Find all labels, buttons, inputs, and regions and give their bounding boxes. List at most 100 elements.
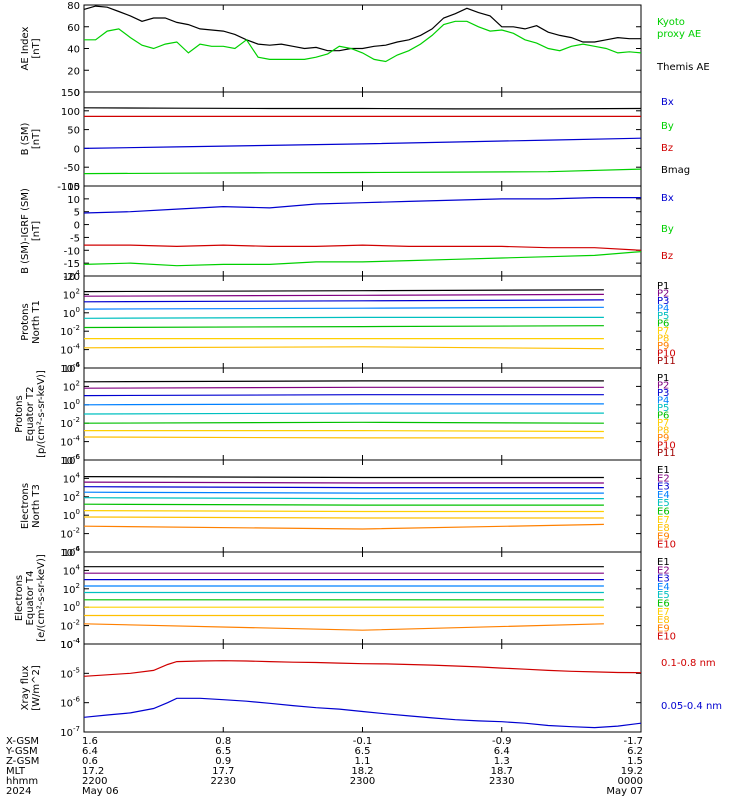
- x-axis-value: 1.3: [494, 756, 510, 767]
- y-tick-label: 10-5: [60, 666, 80, 680]
- legend-label: E6: [657, 507, 670, 518]
- series-line-p5: [83, 412, 604, 415]
- legend-label: E5: [657, 590, 670, 601]
- y-tick-label: 10-4: [60, 637, 80, 651]
- y-tick-label: 104: [63, 563, 81, 577]
- legend-label: P4: [657, 396, 669, 407]
- series-line-e4: [83, 491, 604, 494]
- series-line-e1: [83, 476, 604, 479]
- legend-label: E5: [657, 498, 670, 509]
- x-axis-value: 6.4: [82, 746, 98, 757]
- y-tick-label: 10-2: [60, 324, 80, 338]
- legend-label: P3: [657, 296, 669, 307]
- panel-7: 10-4 10-2 100 102 104 106 Electrons Equator T4[…: [14, 545, 676, 651]
- legend-label: E4: [657, 490, 670, 501]
- y-tick-label: -15: [64, 259, 80, 270]
- legend-label: E10: [657, 632, 676, 643]
- x-axis-row-label: hhmm: [6, 776, 38, 787]
- series-line-p8: [83, 346, 604, 350]
- x-axis-value: 1.1: [355, 756, 371, 767]
- legend-label: P9: [657, 433, 669, 444]
- series-line-e6: [83, 503, 604, 506]
- y-tick-label: 80: [67, 1, 80, 12]
- legend-label: P7: [657, 326, 669, 337]
- legend-label: P1: [657, 281, 669, 292]
- y-axis-label: North T3: [31, 484, 42, 528]
- series-line-p3: [83, 394, 604, 397]
- y-tick-label: 10-7: [60, 725, 80, 739]
- y-tick-label: 60: [67, 23, 80, 34]
- legend-label: E7: [657, 515, 670, 526]
- y-axis-label: [nT]: [31, 129, 42, 149]
- y-tick-label: 10-4: [60, 435, 80, 449]
- x-axis-value: 18.2: [351, 766, 373, 777]
- y-tick-label: 10-2: [60, 527, 80, 541]
- series-line-p3: [83, 299, 604, 303]
- series-line-p4: [83, 403, 604, 406]
- legend-label: E3: [657, 574, 670, 585]
- x-axis-value: 0.6: [82, 756, 98, 767]
- y-tick-label: 100: [63, 306, 80, 320]
- legend-label: P3: [657, 388, 669, 399]
- legend-label: E3: [657, 482, 670, 493]
- legend-label: Bz: [661, 143, 673, 154]
- x-axis-value: -1.7: [623, 736, 643, 747]
- x-axis-value: 6.4: [494, 746, 510, 757]
- x-axis-value: 2330: [489, 776, 514, 787]
- legend-label: By: [661, 121, 674, 132]
- legend-label: P8: [657, 426, 669, 437]
- series-line-bz: [84, 244, 642, 251]
- x-axis-row-label: Y-GSM: [5, 746, 38, 757]
- y-tick-label: 10-4: [60, 343, 80, 357]
- y-axis-label: Protons: [14, 395, 25, 432]
- x-axis-row-label: MLT: [6, 766, 26, 777]
- x-axis-value: 2200: [82, 776, 107, 787]
- x-axis-value: 1.5: [627, 756, 643, 767]
- legend-label: By: [661, 224, 674, 235]
- y-axis-label: Equator T2: [25, 387, 36, 442]
- x-axis-value: 19.2: [621, 766, 643, 777]
- panel-8: 10-7 10-6 10-5 10-4 Xray flux [W/m^2] 0.1-0.8 …: [20, 637, 722, 739]
- series-line-e3: [83, 486, 604, 489]
- legend-label: P9: [657, 341, 669, 352]
- y-tick-label: 100: [61, 107, 80, 118]
- legend-label: Kyoto: [657, 17, 685, 28]
- y-tick-label: 10-6: [60, 696, 80, 710]
- y-axis-label: Equator T4: [25, 571, 36, 626]
- legend-label: P5: [657, 403, 669, 414]
- y-tick-label: 0: [74, 88, 80, 99]
- legend-label: P10: [657, 349, 676, 360]
- series-line-kyoto-proxy-ae: [84, 20, 642, 63]
- x-axis-row-label: Z-GSM: [6, 756, 39, 767]
- y-tick-label: -10: [64, 246, 80, 257]
- series-line-by: [83, 168, 642, 175]
- legend-label: E7: [657, 607, 670, 618]
- y-tick-label: 100: [63, 600, 80, 614]
- legend-label: Bz: [661, 251, 673, 262]
- series-line-p1: [83, 289, 604, 293]
- y-tick-label: 102: [63, 490, 80, 504]
- legend-label: E1: [657, 557, 670, 568]
- legend-label: P4: [657, 304, 669, 315]
- series-line-p8: [83, 436, 604, 439]
- y-tick-label: 10-6: [60, 453, 80, 467]
- y-tick-label: -50: [64, 163, 80, 174]
- x-axis-value: 0000: [618, 776, 643, 787]
- legend-label: E2: [657, 473, 670, 484]
- legend-label: E8: [657, 523, 670, 534]
- legend-label: E1: [657, 465, 670, 476]
- y-tick-label: 10-2: [60, 619, 80, 633]
- panel-3: -20 -15 -10 -50 5 10 15 B (SM)-IGRF (SM) [nT] Bx B…: [20, 182, 674, 283]
- y-tick-label: 10-4: [60, 545, 80, 559]
- y-tick-label: 0: [74, 144, 80, 155]
- y-axis-label: B (SM)-IGRF (SM): [20, 188, 31, 274]
- series-line-e8: [83, 516, 604, 519]
- legend-label: P8: [657, 334, 669, 345]
- legend-label: Bx: [661, 97, 674, 108]
- y-axis-label: [e/(cm²-s-sr-keV)]: [36, 554, 47, 642]
- y-tick-label: 104: [63, 471, 81, 485]
- y-tick-label: 20: [67, 66, 80, 77]
